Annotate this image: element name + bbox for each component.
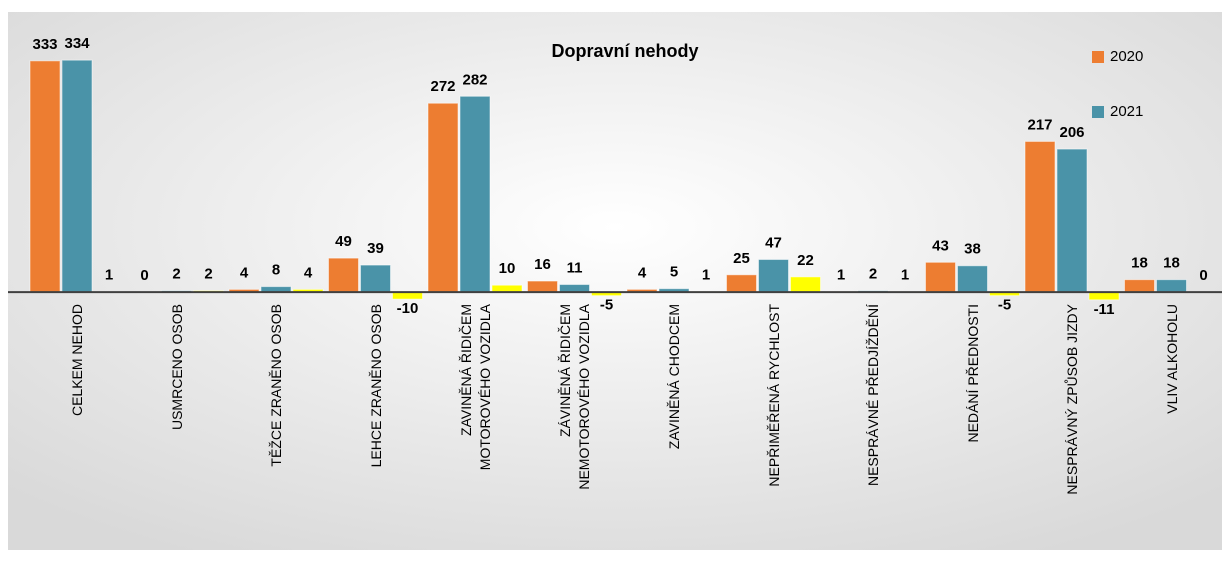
data-label: 49 — [335, 233, 352, 250]
data-label: 4 — [638, 264, 647, 281]
data-label: 272 — [430, 78, 455, 95]
x-tick-label: LEHCE ZRANĚNO OSOB — [367, 304, 384, 468]
x-tick-label: VLIV ALKOHOLU — [1163, 304, 1180, 414]
x-tick-label: NEDÁNÍ PŘEDNOSTI — [964, 304, 981, 443]
data-label: 0 — [1199, 267, 1207, 284]
bar — [559, 284, 590, 293]
chart-title: Dopravní nehody — [551, 41, 698, 61]
bar — [925, 261, 956, 293]
data-label: -10 — [397, 300, 419, 317]
data-label: 1 — [901, 266, 909, 283]
data-label: 18 — [1163, 255, 1180, 272]
legend-swatch — [1092, 51, 1104, 63]
data-label: 43 — [932, 237, 949, 254]
data-label: -5 — [998, 297, 1011, 314]
x-tick-label: ZAVINĚNÁ ŘIDIČEM MOTOROVÉHO VOZIDLA — [457, 304, 493, 471]
data-label: 2 — [172, 266, 180, 283]
data-label: 4 — [240, 264, 249, 281]
bar — [758, 259, 789, 293]
bar — [392, 291, 423, 300]
data-label: -5 — [600, 297, 613, 314]
data-label: 47 — [765, 234, 782, 251]
x-tick-label: CELKEM NEHOD — [69, 304, 86, 417]
data-label: 16 — [534, 256, 551, 273]
data-label: 38 — [964, 241, 981, 258]
legend-swatch — [1092, 106, 1104, 118]
data-label: 334 — [64, 35, 90, 52]
data-label: 2 — [204, 266, 212, 283]
x-tick-label: ZAVINĚNÁ CHODCEM — [666, 304, 683, 450]
bar — [29, 60, 61, 293]
bar — [1156, 279, 1187, 293]
bar — [1024, 140, 1056, 293]
bar — [459, 95, 491, 293]
data-label: 1 — [837, 266, 845, 283]
x-tick-label: TĚŽCE ZRANĚNO OSOB — [268, 304, 285, 467]
bar — [427, 102, 459, 293]
data-label: 10 — [499, 260, 516, 277]
bar — [957, 265, 988, 293]
bar — [1056, 148, 1088, 293]
plot-background — [8, 12, 1222, 550]
data-label: 22 — [797, 252, 814, 269]
data-label: 0 — [140, 267, 148, 284]
legend-label: 2020 — [1110, 48, 1143, 65]
bar — [491, 284, 523, 293]
bar — [328, 257, 359, 293]
x-tick-label: NESPRÁVNÝ ZPŮSOB JIZDY — [1064, 304, 1081, 495]
bar — [1088, 291, 1120, 301]
data-label: 333 — [32, 36, 57, 53]
data-label: 18 — [1131, 255, 1148, 272]
x-tick-label: ZÁVINĚNÁ ŘIDIČEM NEMOTOROVÉHO VOZIDLA — [557, 304, 593, 490]
data-label: -11 — [1094, 301, 1115, 318]
x-tick-label: NEPŘIMĚŘENÁ RYCHLOST — [765, 304, 782, 487]
data-label: 282 — [462, 71, 487, 88]
bar — [61, 59, 93, 293]
data-label: 1 — [105, 266, 113, 283]
legend-label: 2021 — [1110, 103, 1143, 120]
data-label: 206 — [1059, 124, 1084, 141]
data-label: 2 — [869, 266, 877, 283]
bar — [527, 280, 558, 293]
data-label: 39 — [367, 240, 384, 257]
data-label: 11 — [567, 259, 583, 276]
data-label: 1 — [702, 266, 710, 283]
bar — [726, 274, 757, 293]
bar — [360, 264, 391, 293]
x-tick-label: NESPRÁVNÉ PŘEDJÍŽDĚNÍ — [865, 304, 882, 487]
data-label: 5 — [670, 264, 678, 281]
data-label: 4 — [304, 264, 313, 281]
data-label: 8 — [272, 262, 280, 279]
data-label: 217 — [1027, 116, 1052, 133]
bar — [790, 276, 821, 293]
bar — [1124, 279, 1155, 293]
x-tick-label: USMRCENO OSOB — [168, 304, 185, 431]
data-label: 25 — [733, 250, 750, 267]
